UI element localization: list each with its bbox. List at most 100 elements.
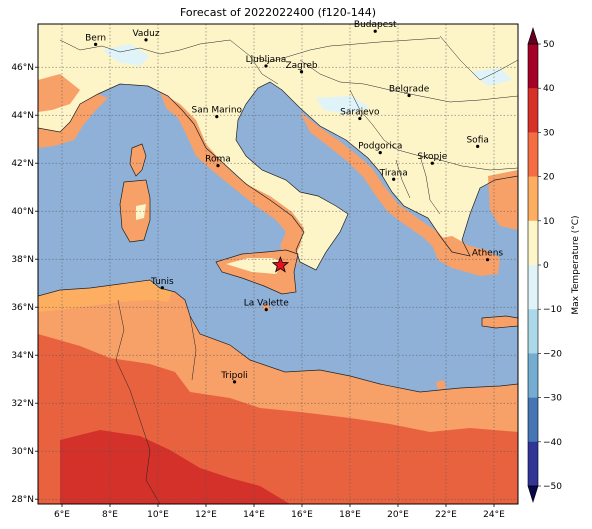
- city-label: Belgrade: [389, 85, 430, 95]
- y-tick-label: 42°N: [11, 159, 34, 169]
- x-tick-label: 20°E: [387, 510, 409, 520]
- x-tick-label: 24°E: [483, 510, 505, 520]
- africa-hottest-zone: [60, 430, 290, 504]
- city-label: La Valette: [244, 299, 289, 309]
- city-label: Sarajevo: [340, 108, 380, 118]
- colorbar-segment: [528, 309, 538, 354]
- city-label: Sofia: [466, 135, 488, 145]
- balkan-coast-warm: [300, 112, 466, 262]
- city-dot: [476, 144, 480, 148]
- east-cool-patch: [470, 68, 512, 86]
- city-dot: [94, 42, 98, 47]
- city-dot: [216, 164, 220, 168]
- city-dot: [373, 29, 377, 33]
- colorbar-tick-label: 10: [543, 217, 555, 227]
- x-axis-ticks: 6°E 8°E 10°E 12°E 14°E 16°E 18°E 20°E 22°E 24°E: [54, 504, 505, 520]
- city-label: Ljubljana: [246, 55, 287, 65]
- city-label: San Marino: [192, 106, 243, 116]
- x-tick-label: 14°E: [243, 510, 265, 520]
- colorbar-segment: [528, 397, 538, 443]
- city-dot: [215, 115, 219, 119]
- y-tick-label: 40°N: [11, 207, 34, 217]
- x-tick-label: 22°E: [435, 510, 457, 520]
- y-tick-label: 32°N: [11, 399, 34, 409]
- colorbar-segment: [528, 441, 538, 487]
- corsica: [130, 144, 146, 176]
- africa-coast-belt: [38, 280, 172, 312]
- y-tick-label: 34°N: [11, 351, 34, 361]
- city-label: Athens: [472, 249, 503, 259]
- sardinia: [120, 180, 150, 242]
- turkey-coast-warm: [488, 170, 518, 230]
- city-label: Zagreb: [285, 61, 317, 71]
- colorbar-segment: [528, 132, 538, 177]
- map-title: Forecast of 2022022400 (f120-144): [179, 6, 377, 19]
- y-tick-label: 36°N: [11, 303, 34, 313]
- city-dot: [160, 286, 164, 290]
- y-axis-ticks: 46°N 44°N 42°N 40°N 38°N 36°N 34°N 32°N 30°N 28°N: [11, 63, 38, 505]
- city-dot: [264, 64, 268, 68]
- balkan-cool-patch: [316, 96, 370, 114]
- colorbar-tick-label: −40: [543, 438, 562, 448]
- city-dot: [485, 258, 490, 262]
- city-dot: [264, 308, 268, 312]
- city-label: Skopje: [417, 152, 447, 162]
- y-tick-label: 30°N: [11, 447, 34, 457]
- sicily-interior: [226, 258, 284, 274]
- colorbar-tick-label: 50: [543, 40, 555, 50]
- x-tick-label: 8°E: [102, 510, 118, 520]
- y-tick-label: 38°N: [11, 255, 34, 265]
- coastlines: [38, 81, 518, 393]
- city-dot: [232, 380, 237, 384]
- crete: [482, 316, 518, 328]
- map-frame: [37, 23, 519, 505]
- city-label: Tirana: [379, 168, 408, 178]
- colorbar-tick-label: 0: [543, 261, 549, 271]
- colorbar-label: Max Temperature (°C): [571, 215, 581, 314]
- x-tick-label: 6°E: [54, 510, 70, 520]
- city-dot: [299, 70, 304, 74]
- city-dot: [392, 177, 396, 181]
- colorbar-tick-label: −50: [543, 482, 562, 492]
- colorbar-tick-label: −30: [543, 394, 562, 404]
- colorbar-tick-label: 30: [543, 128, 555, 138]
- aegean-island: [436, 380, 446, 390]
- western-land-warm: [38, 74, 80, 112]
- europe-land: [38, 24, 518, 270]
- colorbar-tick-label: −10: [543, 305, 562, 315]
- colorbar-segment: [528, 220, 538, 266]
- sardinia-interior: [136, 204, 146, 220]
- colorbar-segment: [528, 353, 538, 398]
- x-tick-label: 12°E: [195, 510, 217, 520]
- colorbar-tick-label: 20: [543, 173, 555, 183]
- colorbar: 50 40 30 20 10 0 −10 −20 −30 −40 −50: [527, 26, 562, 504]
- malta: [262, 304, 270, 311]
- colorbar-bottom-arrow: [527, 485, 539, 504]
- city-label: Roma: [205, 155, 231, 165]
- colorbar-segment: [528, 88, 538, 133]
- colorbar-top-arrow: [527, 26, 539, 45]
- y-tick-label: 44°N: [11, 111, 34, 121]
- star-marker: [271, 256, 290, 273]
- city-dot: [378, 151, 382, 155]
- city-label: Tunis: [150, 277, 174, 287]
- colorbar-tick-label: 40: [543, 84, 555, 94]
- alps-cool-patch: [102, 44, 150, 66]
- graticule: [38, 24, 518, 504]
- italy-coast-warm: [160, 92, 304, 266]
- x-tick-label: 16°E: [291, 510, 313, 520]
- colorbar-segment: [528, 265, 538, 310]
- y-tick-label: 46°N: [11, 63, 34, 73]
- colorbar-segment: [528, 44, 538, 89]
- city-label: Vaduz: [132, 29, 159, 39]
- city-dot: [358, 116, 362, 121]
- city-label: Podgorica: [358, 142, 402, 152]
- city-dot: [144, 38, 148, 42]
- x-tick-label: 10°E: [147, 510, 169, 520]
- city-label: Budapest: [354, 20, 397, 30]
- city-label: Bern: [85, 33, 106, 43]
- x-tick-label: 18°E: [339, 510, 361, 520]
- city-dot: [430, 161, 434, 165]
